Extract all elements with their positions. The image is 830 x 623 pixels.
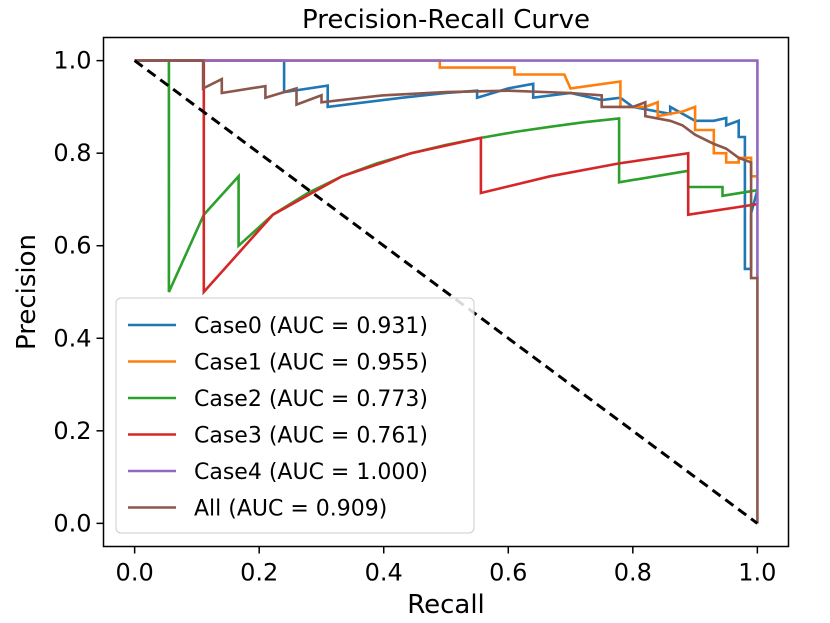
- y-tick-label: 0.6: [53, 232, 91, 260]
- y-tick-label: 1.0: [53, 47, 91, 75]
- plot-frame: [102, 36, 790, 548]
- series-line-3: [134, 59, 758, 296]
- legend-label: Case1 (AUC = 0.955): [194, 351, 428, 376]
- legend-box: [115, 297, 475, 534]
- x-tick-label: 0.6: [489, 559, 527, 587]
- y-tick-label: 0.2: [53, 417, 91, 445]
- series-line-4: [134, 59, 759, 279]
- y-tick-label: 0.0: [53, 509, 91, 537]
- x-axis-label: Recall: [407, 590, 485, 620]
- legend-label: Case4 (AUC = 1.000): [194, 460, 428, 485]
- series-line-2: [134, 59, 758, 293]
- legend-label: Case2 (AUC = 0.773): [194, 387, 428, 412]
- y-tick-label: 0.4: [53, 324, 91, 352]
- x-tick-label: 0.2: [240, 559, 278, 587]
- plot-lines: [133, 59, 759, 525]
- legend-label: Case3 (AUC = 0.761): [194, 424, 428, 449]
- x-tick-label: 1.0: [738, 559, 776, 587]
- y-axis-label: Precision: [12, 234, 42, 350]
- y-axis-ticks: 0.0 0.2 0.4 0.6 0.8 1.0: [53, 47, 104, 537]
- x-axis-ticks: 0.0 0.2 0.4 0.6 0.8 1.0: [116, 546, 776, 587]
- x-tick-label: 0.0: [116, 559, 154, 587]
- series-line-1: [134, 59, 758, 178]
- y-tick-label: 0.8: [53, 139, 91, 167]
- chart-title: Precision-Recall Curve: [302, 5, 590, 35]
- legend-label: All (AUC = 0.909): [194, 497, 387, 522]
- series-line-5: [134, 59, 759, 524]
- legend: Case0 (AUC = 0.931) Case1 (AUC = 0.955) Ca…: [115, 297, 475, 534]
- x-tick-label: 0.8: [614, 559, 652, 587]
- x-tick-label: 0.4: [365, 559, 403, 587]
- baseline-line: [133, 59, 759, 525]
- legend-label: Case0 (AUC = 0.931): [194, 314, 428, 339]
